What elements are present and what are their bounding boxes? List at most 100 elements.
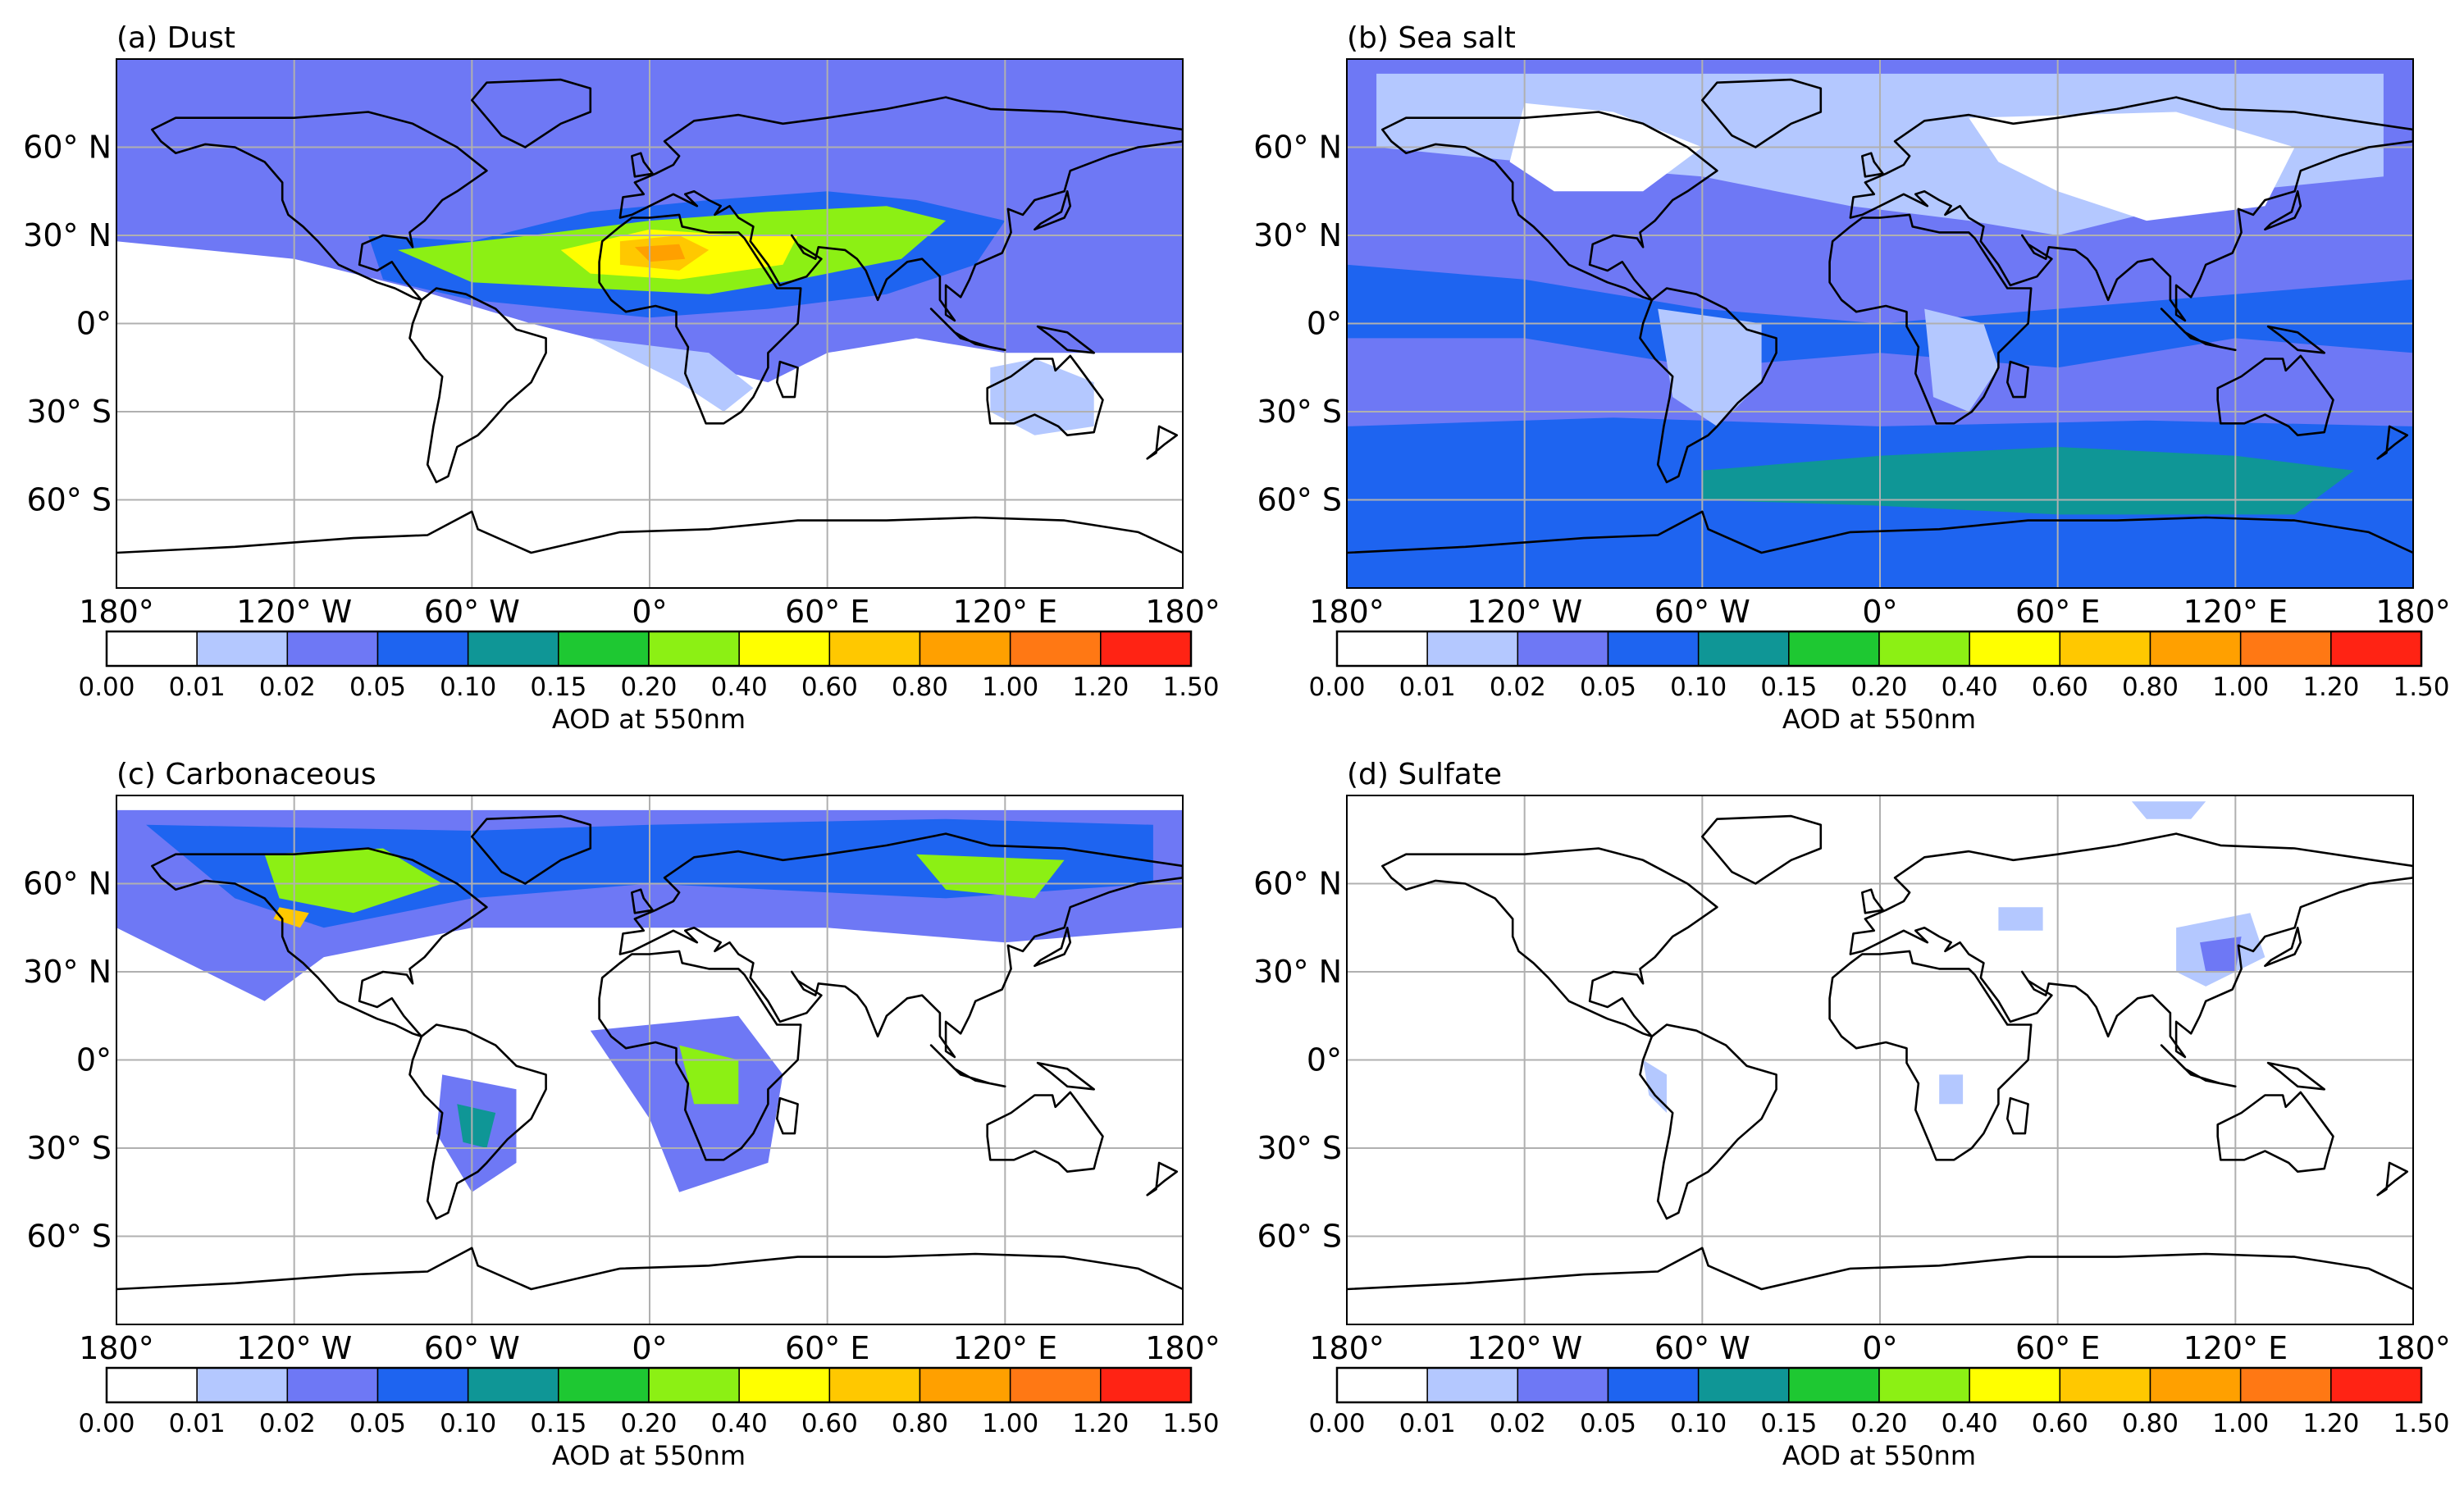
lon-tick-label: 0° [632, 594, 667, 630]
aod-region [2200, 937, 2242, 972]
colorbar-swatch [1100, 1367, 1192, 1403]
lon-tick-label: 0° [1862, 594, 1897, 630]
colorbar-tick-label: 0.80 [2122, 1409, 2179, 1438]
coastline-uk [630, 152, 654, 178]
coastline-indonesia [929, 308, 1006, 352]
colorbar-swatch [1697, 631, 1790, 667]
colorbar-tick-label: 0.10 [1670, 672, 1727, 702]
lat-tick-label: 30° N [1253, 954, 1342, 990]
lat-tick-label: 30° S [1257, 1130, 1342, 1166]
gridlines [1347, 795, 2413, 1324]
colorbar-swatch [1878, 631, 1970, 667]
lon-tick-label: 120° W [1467, 594, 1582, 630]
lon-tick-label: 0° [1862, 1330, 1897, 1366]
colorbar-tick-label: 1.00 [2212, 1409, 2269, 1438]
aod-region [1658, 308, 1762, 426]
lat-tick-label: 60° S [26, 1219, 112, 1255]
colorbar-tick-label: 0.02 [1490, 1409, 1546, 1438]
colorbar-tick-label: 1.50 [1162, 672, 1219, 702]
colorbar-tick-label: 0.05 [1580, 1409, 1636, 1438]
panel-sulfate: (d) Sulfate 180° 120° W 60° W 0° 60° E 120° E 1… [1253, 758, 2451, 1471]
colorbar-swatch [558, 631, 650, 667]
colorbar-swatch [828, 1367, 921, 1403]
coastline-new-zealand [1146, 425, 1179, 460]
colorbar-tick-label: 1.20 [2302, 672, 2359, 702]
lat-tick-label: 30° S [26, 394, 112, 430]
colorbar-tick-label: 0.20 [620, 672, 677, 702]
colorbar-swatch [1788, 631, 1880, 667]
aod-region [990, 358, 1094, 435]
colorbar-swatch [2330, 631, 2422, 667]
colorbar-tick-label: 0.01 [169, 1409, 226, 1438]
colorbar-swatch [1426, 1367, 1519, 1403]
colorbar-tick-label: 0.20 [620, 1409, 677, 1438]
coastline-antarctica [116, 510, 1183, 554]
coastlines [116, 78, 1183, 554]
lat-tick-label: 30° S [1257, 394, 1342, 430]
coastline-south-america [408, 287, 547, 484]
aod-region [1924, 308, 1999, 412]
panel-dust: (a) Dust 180° 120° W 60° W 0° 60° E 120° E 180°… [23, 21, 1221, 735]
colorbar-swatch [196, 1367, 289, 1403]
coastline-antarctica [1347, 510, 2413, 554]
colorbar-swatch [1788, 1367, 1880, 1403]
lat-tick-label: 60° S [26, 482, 112, 518]
colorbar-tick-label: 0.02 [259, 672, 316, 702]
colorbar-tick-label: 1.00 [982, 1409, 1038, 1438]
colorbar-label: AOD at 550nm [1782, 1440, 1976, 1471]
coastline-greenland [1701, 814, 1823, 885]
coastline-greenland [470, 814, 592, 885]
colorbar-swatch [286, 631, 379, 667]
colorbar-swatch [1009, 1367, 1102, 1403]
aod-region [634, 244, 686, 262]
lat-tick-label: 60° S [1257, 482, 1342, 518]
colorbar-swatch [1969, 1367, 2061, 1403]
colorbar-tick-label: 0.05 [1580, 672, 1636, 702]
coastline-madagascar [775, 1096, 799, 1135]
coastline-japan [2264, 927, 2302, 968]
coastlines [1347, 78, 2413, 554]
coastline-japan [1034, 927, 1072, 968]
panel-title: (d) Sulfate [1347, 758, 1502, 791]
coastline-antarctica [116, 1247, 1183, 1291]
aod-region [273, 907, 309, 928]
colorbar-tick-label: 0.02 [259, 1409, 316, 1438]
lon-tick-label: 60° W [424, 1330, 520, 1366]
coastline-greenland [470, 78, 592, 148]
lon-tick-label: 60° E [2015, 594, 2100, 630]
lon-tick-label: 0° [632, 1330, 667, 1366]
coastline-new-guinea [1036, 1061, 1095, 1091]
contour-field [1643, 801, 2266, 1113]
colorbar-swatch [196, 631, 289, 667]
lat-tick-label: 60° N [23, 130, 112, 166]
colorbar-swatch [738, 1367, 831, 1403]
colorbar-tick-label: 1.20 [1072, 1409, 1129, 1438]
gridlines [1347, 59, 2413, 588]
coastline-japan [2264, 190, 2302, 231]
coastlines [1347, 814, 2413, 1291]
colorbar-tick-label: 0.20 [1850, 1409, 1907, 1438]
lon-tick-label: 120° E [2183, 1330, 2288, 1366]
coastline-madagascar [2006, 360, 2029, 399]
coastlines [116, 814, 1183, 1291]
coastline-eurasia [618, 832, 1183, 1059]
coastline-antarctica [1347, 1247, 2413, 1291]
lat-tick-label: 30° N [23, 217, 112, 253]
map-frame [1346, 795, 2414, 1325]
colorbar-swatch [919, 1367, 1011, 1403]
coastline-africa [598, 950, 802, 1161]
colorbar: 0.00 0.01 0.02 0.05 0.10 0.15 0.20 0.40 0.60 0.80… [78, 630, 1220, 735]
lon-tick-label: 60° E [785, 1330, 869, 1366]
colorbar-tick-label: 0.00 [1308, 672, 1365, 702]
colorbar-swatch [2239, 631, 2332, 667]
colorbar-tick-label: 0.01 [169, 672, 226, 702]
colorbar-swatch [1517, 631, 1609, 667]
coastline-uk [1861, 152, 1884, 178]
colorbar-swatch [106, 631, 198, 667]
colorbar: 0.00 0.01 0.02 0.05 0.10 0.15 0.20 0.40 0.60 0.80… [1308, 630, 2450, 735]
lat-tick-label: 0° [76, 1042, 112, 1078]
aod-region [1702, 447, 2354, 515]
coastline-new-zealand [1146, 1161, 1179, 1196]
colorbar-swatch [1426, 631, 1519, 667]
colorbar-swatch [376, 1367, 469, 1403]
